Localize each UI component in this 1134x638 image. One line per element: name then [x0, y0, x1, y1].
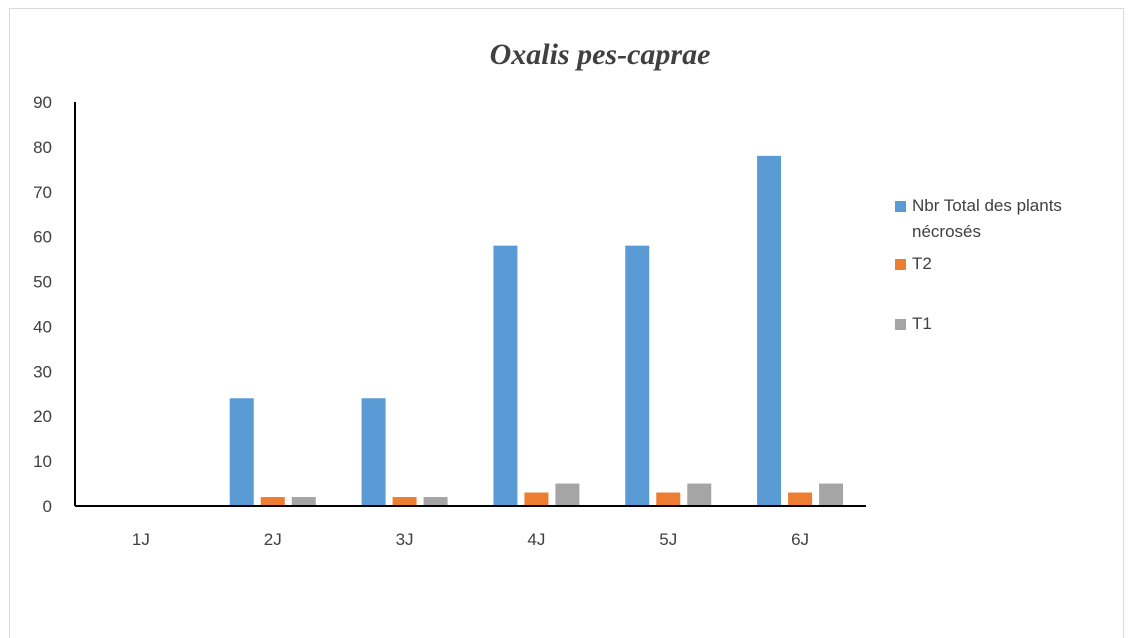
legend-item-t2: T2	[895, 251, 1125, 277]
x-axis-ticks: 1J 2J 3J 4J 5J 6J	[132, 530, 809, 549]
bar-total-4j	[493, 245, 518, 506]
bar-t2-5j	[656, 492, 681, 506]
y-axis-ticks: 0 10 20 30 40 50 60 70 80 90	[33, 93, 52, 516]
legend-item-total: Nbr Total des plants nécrosés	[895, 193, 1125, 245]
legend-item-t1: T1	[895, 311, 1125, 337]
bar-t1-6j	[819, 483, 844, 506]
bar-t1-2j	[291, 497, 316, 506]
legend-swatch-t2	[895, 259, 906, 270]
y-tick-label: 50	[33, 273, 52, 292]
chart-title: Oxalis pes-caprae	[489, 38, 711, 71]
bar-t2-3j	[392, 497, 417, 506]
y-tick-label: 10	[33, 452, 52, 471]
bars	[229, 155, 844, 506]
bar-total-6j	[757, 155, 782, 506]
bar-t1-3j	[423, 497, 448, 506]
legend-label-total: Nbr Total des plants nécrosés	[912, 196, 1062, 241]
bar-t2-4j	[524, 492, 549, 506]
legend-swatch-t1	[895, 319, 906, 330]
y-tick-label: 40	[33, 317, 52, 336]
y-tick-label: 0	[43, 497, 52, 516]
x-tick-label: 1J	[132, 530, 150, 549]
x-tick-label: 2J	[264, 530, 282, 549]
chart-frame	[9, 8, 1124, 638]
y-tick-label: 20	[33, 407, 52, 426]
x-tick-label: 3J	[396, 530, 414, 549]
legend-swatch-total	[895, 201, 906, 212]
legend-label-t1: T1	[912, 314, 932, 333]
x-tick-label: 6J	[791, 530, 809, 549]
legend-label-t2: T2	[912, 254, 932, 273]
bar-total-5j	[625, 245, 650, 506]
y-tick-label: 30	[33, 362, 52, 381]
bar-t2-2j	[260, 497, 285, 506]
y-tick-label: 70	[33, 183, 52, 202]
bar-total-2j	[229, 398, 254, 506]
bar-t1-4j	[555, 483, 580, 506]
legend: Nbr Total des plants nécrosés T2 T1	[895, 193, 1125, 337]
bar-t1-5j	[687, 483, 712, 506]
y-tick-label: 80	[33, 138, 52, 157]
x-tick-label: 5J	[659, 530, 677, 549]
bar-t2-6j	[788, 492, 813, 506]
bar-total-3j	[361, 398, 386, 506]
y-tick-label: 60	[33, 228, 52, 247]
y-tick-label: 90	[33, 93, 52, 112]
x-tick-label: 4J	[527, 530, 545, 549]
